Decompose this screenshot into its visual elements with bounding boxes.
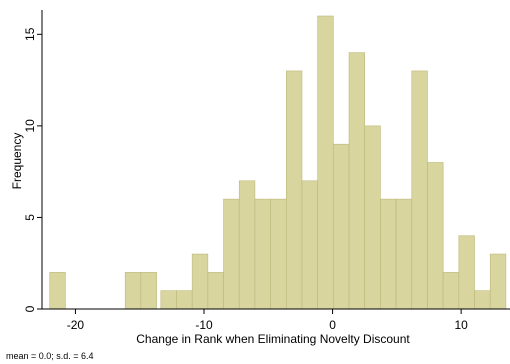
y-tick-label: 10 bbox=[23, 119, 37, 133]
histogram-bar bbox=[474, 290, 491, 310]
axes-group bbox=[41, 10, 510, 310]
histogram-bar bbox=[49, 272, 66, 310]
histogram-bar bbox=[223, 198, 240, 310]
histogram-bar bbox=[124, 272, 142, 310]
histogram-bar bbox=[364, 125, 381, 310]
x-tick-label: 0 bbox=[329, 318, 336, 332]
histogram-bar bbox=[285, 70, 303, 310]
histogram-bar bbox=[442, 272, 460, 310]
histogram-bar bbox=[191, 253, 209, 310]
y-tick-label: 0 bbox=[23, 305, 37, 312]
x-tick-label: -20 bbox=[67, 318, 85, 332]
histogram-bar bbox=[317, 15, 334, 310]
histogram-bar bbox=[140, 272, 157, 310]
x-tick-label: 10 bbox=[454, 318, 468, 332]
histogram-bar bbox=[160, 290, 177, 310]
histogram-bar bbox=[411, 70, 428, 310]
histogram-bar bbox=[207, 272, 224, 310]
histogram-bar bbox=[380, 198, 397, 310]
y-axis-title: Frequency bbox=[10, 133, 24, 190]
histogram-bar bbox=[458, 235, 475, 310]
stats-note: mean = 0.0; s.d. = 6.4 bbox=[6, 351, 94, 361]
histogram-bar bbox=[301, 180, 318, 310]
y-tick-label: 5 bbox=[23, 214, 37, 221]
histogram-bar bbox=[238, 180, 256, 310]
y-tick-label: 15 bbox=[23, 27, 37, 41]
histogram-bar bbox=[254, 198, 271, 310]
y-ticks-group: 0 5 10 15 bbox=[23, 27, 42, 312]
histogram-bar bbox=[176, 290, 193, 310]
histogram-bar bbox=[427, 162, 444, 310]
histogram-bar bbox=[395, 198, 413, 310]
histogram-bar bbox=[333, 143, 350, 310]
histogram-bar bbox=[489, 253, 507, 310]
histogram-bar bbox=[348, 52, 366, 310]
histogram-bar bbox=[270, 198, 287, 310]
x-ticks-group: -20 -10 0 10 bbox=[67, 309, 468, 332]
x-axis-title: Change in Rank when Eliminating Novelty … bbox=[136, 332, 410, 346]
bars-group bbox=[49, 15, 507, 310]
x-tick-label: -10 bbox=[195, 318, 213, 332]
